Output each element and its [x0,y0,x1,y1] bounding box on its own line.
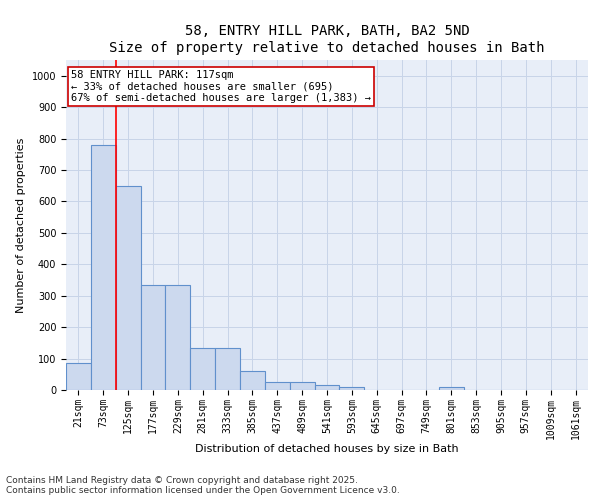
Bar [190,348,215,390]
Text: 58 ENTRY HILL PARK: 117sqm
← 33% of detached houses are smaller (695)
67% of sem: 58 ENTRY HILL PARK: 117sqm ← 33% of deta… [71,70,371,103]
Bar [290,382,314,390]
Bar [140,284,166,390]
Text: Contains HM Land Registry data © Crown copyright and database right 2025.
Contai: Contains HM Land Registry data © Crown c… [6,476,400,495]
Bar [340,388,364,390]
Bar [116,186,140,390]
Bar [91,145,116,390]
X-axis label: Distribution of detached houses by size in Bath: Distribution of detached houses by size … [195,444,459,454]
Bar [439,388,464,390]
Bar [240,371,265,390]
Y-axis label: Number of detached properties: Number of detached properties [16,138,26,312]
Bar [166,284,190,390]
Title: 58, ENTRY HILL PARK, BATH, BA2 5ND
Size of property relative to detached houses : 58, ENTRY HILL PARK, BATH, BA2 5ND Size … [109,24,545,54]
Bar [215,348,240,390]
Bar [314,386,340,390]
Bar [66,364,91,390]
Bar [265,382,290,390]
